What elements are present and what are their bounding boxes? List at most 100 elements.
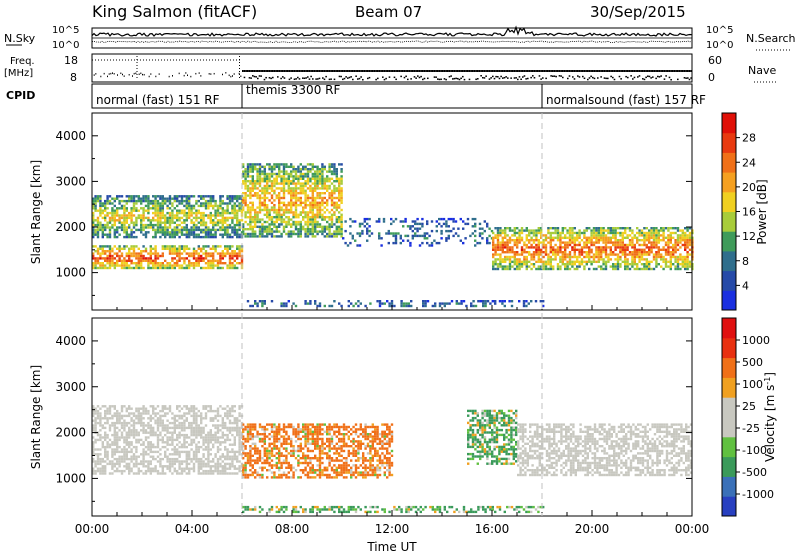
velocity-cell (104, 409, 107, 413)
power-cell (209, 259, 212, 262)
power-cell (559, 231, 562, 235)
power-cell (614, 265, 617, 268)
power-cell (246, 208, 250, 212)
power-cell (173, 197, 176, 200)
velocity-cell (106, 433, 109, 437)
power-cell (335, 168, 338, 171)
power-cell (326, 170, 329, 173)
power-cell (492, 239, 495, 242)
power-cell (280, 304, 283, 308)
velocity-cell (99, 436, 102, 439)
power-cell (580, 231, 584, 235)
power-cell (318, 225, 322, 228)
power-cell (542, 241, 545, 244)
power-cell (595, 241, 598, 244)
power-cell (282, 170, 286, 173)
power-cell (518, 239, 521, 242)
power-cell (256, 218, 259, 221)
power-cell (125, 264, 128, 267)
power-cell (340, 235, 343, 238)
power-cell (156, 264, 160, 267)
velocity-cell (164, 455, 167, 458)
power-cell (130, 216, 133, 220)
power-cell (399, 237, 402, 240)
power-cell (207, 254, 210, 258)
power-cell (616, 231, 620, 235)
power-cell (544, 246, 548, 249)
power-cell (258, 220, 262, 224)
power-cell (256, 225, 259, 228)
velocity-cell (171, 426, 174, 430)
power-cell (474, 222, 477, 226)
velocity-cell (188, 412, 191, 415)
power-cell (679, 253, 682, 256)
power-cell (657, 229, 660, 232)
power-cell (588, 248, 591, 251)
velocity-cell (140, 407, 143, 410)
power-cell (214, 247, 217, 250)
power-cell (154, 197, 157, 200)
power-cell (549, 227, 552, 230)
power-cell (595, 236, 598, 239)
power-cell (667, 239, 670, 242)
power-cell (328, 211, 331, 214)
power-cell (204, 223, 208, 227)
power-cell (357, 304, 360, 308)
power-cell (328, 192, 331, 195)
velocity-cell (147, 421, 150, 425)
velocity-cell (92, 450, 95, 454)
velocity-cell (195, 460, 198, 463)
power-cell (116, 226, 119, 229)
velocity-cell (135, 433, 138, 437)
power-cell (573, 251, 576, 254)
y-tick-label: 3000 (55, 174, 86, 188)
power-cell (669, 246, 672, 249)
velocity-cell (149, 426, 152, 430)
freq-mark (257, 77, 259, 80)
power-cell (356, 232, 359, 235)
power-cell (282, 182, 286, 185)
power-cell (280, 216, 283, 219)
power-cell (455, 302, 458, 305)
velocity-cell (108, 417, 112, 420)
power-cell (523, 258, 526, 261)
freq-mark (485, 70, 487, 72)
velocity-cell (159, 424, 162, 427)
power-cell (494, 246, 497, 249)
power-cell (197, 233, 200, 236)
power-cell (224, 221, 227, 224)
freq-mark (352, 78, 354, 81)
power-cell (518, 234, 521, 237)
power-cell (667, 227, 670, 230)
freq-mark (405, 70, 407, 72)
power-cell (156, 207, 160, 210)
power-cell (290, 194, 293, 197)
power-cell (566, 267, 569, 271)
power-cell (238, 228, 241, 232)
power-cell (578, 231, 581, 235)
power-cell (478, 234, 482, 238)
velocity-cell (99, 467, 102, 470)
nave-label: Nave (748, 64, 776, 77)
freq-mark (505, 70, 507, 72)
power-cell (566, 229, 569, 232)
power-heatmap-cells (92, 163, 694, 308)
velocity-cell (132, 412, 136, 415)
velocity-cell (123, 429, 126, 432)
power-cell (185, 199, 188, 203)
power-cell (294, 228, 298, 231)
power-cell (686, 236, 689, 239)
freq-mark (483, 70, 486, 72)
freq-mark (488, 78, 491, 80)
power-cell (309, 170, 312, 173)
power-cell (402, 220, 405, 223)
freq-mark (502, 70, 504, 72)
velocity-cell (195, 433, 198, 437)
power-cell (655, 246, 658, 249)
power-cell (614, 248, 617, 251)
y-tick-label: 2000 (55, 220, 86, 234)
power-cell (233, 266, 236, 270)
power-cell (142, 233, 145, 236)
power-cell (314, 223, 317, 226)
power-cell (202, 219, 205, 222)
